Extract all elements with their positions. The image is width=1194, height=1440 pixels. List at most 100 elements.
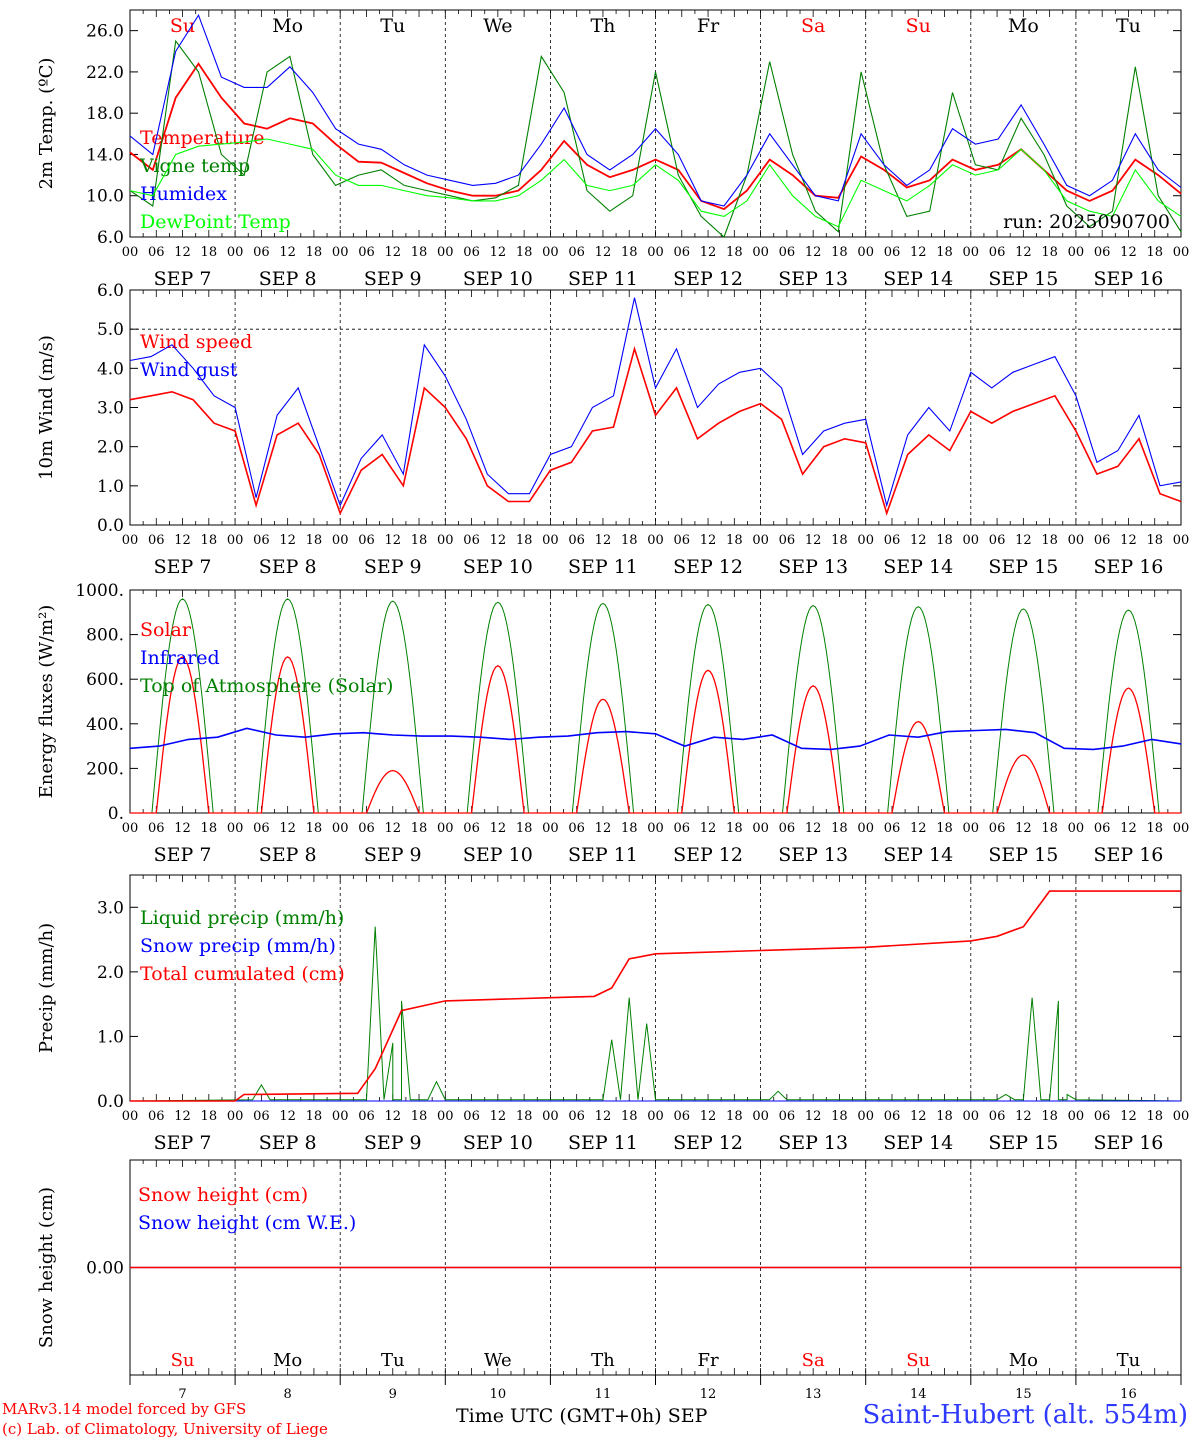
hour-label: 06 [463,1109,480,1124]
day-number-label: 14 [910,1387,927,1402]
hour-label: 12 [174,533,191,548]
hour-label: 00 [963,1109,980,1124]
date-label: SEP 12 [673,556,743,578]
hour-label: 12 [384,1109,401,1124]
day-number-label: 7 [178,1387,186,1402]
weekday-label-bottom: Mo [1009,1350,1038,1371]
hour-label: 00 [122,245,139,260]
y-axis-label: Energy fluxes (W/m²) [36,605,57,799]
weekday-label-bottom: Su [171,1350,195,1371]
hour-label: 06 [253,821,270,836]
hour-label: 00 [332,821,349,836]
date-label: SEP 11 [568,268,638,290]
hour-label: 06 [989,1109,1006,1124]
weekday-label-bottom: Sa [802,1350,825,1371]
station-label: Saint-Hubert (alt. 554m) [862,1400,1188,1430]
date-label: SEP 7 [154,556,212,578]
hour-label: 06 [358,1109,375,1124]
y-tick-label: 4.0 [97,359,124,379]
hour-label: 18 [936,821,953,836]
date-label: SEP 10 [463,556,533,578]
y-tick-label: 10.0 [86,187,124,207]
weekday-label: Tu [380,15,405,37]
hour-label: 12 [700,1109,717,1124]
hour-label: 06 [884,533,901,548]
y-tick-label: 6.0 [97,228,124,248]
hour-label: 18 [726,1109,743,1124]
date-label: SEP 14 [883,844,953,866]
panel-4: 0.0 1.0 2.0 3.0 Precip (mm/h) 00 06 12 18 00 06 12 1… [36,874,1189,1154]
hour-label: 06 [463,821,480,836]
hour-label: 12 [1120,1109,1137,1124]
date-label: SEP 13 [778,844,848,866]
date-label: SEP 9 [364,1132,422,1154]
hour-label: 12 [1120,245,1137,260]
hour-label: 12 [805,245,822,260]
hour-label: 12 [1015,1109,1032,1124]
hour-label: 18 [1041,533,1058,548]
legend-entry: DewPoint Temp [140,211,291,233]
date-label: SEP 9 [364,556,422,578]
hour-label: 12 [490,533,507,548]
weekday-label: Su [906,15,931,37]
hour-label: 12 [384,533,401,548]
hour-label: 00 [1068,821,1085,836]
hour-label: 12 [279,533,296,548]
hour-label: 00 [752,821,769,836]
plot-frame [129,589,1182,814]
hour-label: 06 [989,821,1006,836]
panel-2: 0.0 1.0 2.0 3.0 4.0 5.0 6.0 10m Wind (m/s) 00 06 1… [36,281,1189,578]
solar-line [130,656,1181,814]
hour-label: 00 [752,1109,769,1124]
hour-label: 12 [279,821,296,836]
date-label: SEP 12 [673,844,743,866]
hour-label: 00 [332,533,349,548]
weekday-label: Tu [1116,15,1141,37]
hour-label: 06 [674,1109,691,1124]
run-annotation: run: 2025090700 [1003,211,1170,233]
hour-label: 12 [700,245,717,260]
hour-label: 18 [516,533,533,548]
day-number-label: 16 [1120,1387,1137,1402]
weekday-label-bottom: Tu [1117,1350,1141,1371]
x-axis-month: SEP [667,1405,708,1427]
date-label: SEP 9 [364,268,422,290]
hour-label: 06 [884,821,901,836]
y-tick-label: 0. [108,804,124,824]
date-label: SEP 7 [154,844,212,866]
hour-label: 12 [595,245,612,260]
y-tick-label: 800. [86,626,124,646]
hour-label: 06 [1094,1109,1111,1124]
date-label: SEP 11 [568,844,638,866]
hour-label: 18 [201,821,218,836]
hour-label: 18 [831,1109,848,1124]
weekday-label: Sa [801,15,825,37]
hour-label: 18 [1041,245,1058,260]
date-label: SEP 16 [1094,844,1164,866]
hour-label: 18 [831,533,848,548]
x-axis-title-text: Time UTC (GMT+0h) [456,1405,662,1427]
hour-label: 06 [674,533,691,548]
hour-label: 00 [332,1109,349,1124]
y-tick-label: 3.0 [97,399,124,419]
hour-label: 00 [542,533,559,548]
day-number-label: 13 [805,1387,822,1402]
hour-label: 00 [752,245,769,260]
hour-label: 12 [595,533,612,548]
date-label: SEP 8 [259,268,317,290]
date-label: SEP 14 [883,1132,953,1154]
hour-label: 06 [1094,821,1111,836]
hour-label: 06 [358,821,375,836]
hour-label: 00 [437,821,454,836]
date-label: SEP 16 [1094,556,1164,578]
y-tick-label: 600. [86,670,124,690]
hour-label: 06 [253,1109,270,1124]
hour-label: 18 [201,533,218,548]
hour-label: 00 [542,821,559,836]
date-label: SEP 15 [988,844,1058,866]
hour-label: 12 [384,245,401,260]
y-tick-label: 0.00 [86,1259,124,1279]
date-label: SEP 13 [778,268,848,290]
hour-label: 12 [1120,533,1137,548]
hour-label: 06 [674,245,691,260]
